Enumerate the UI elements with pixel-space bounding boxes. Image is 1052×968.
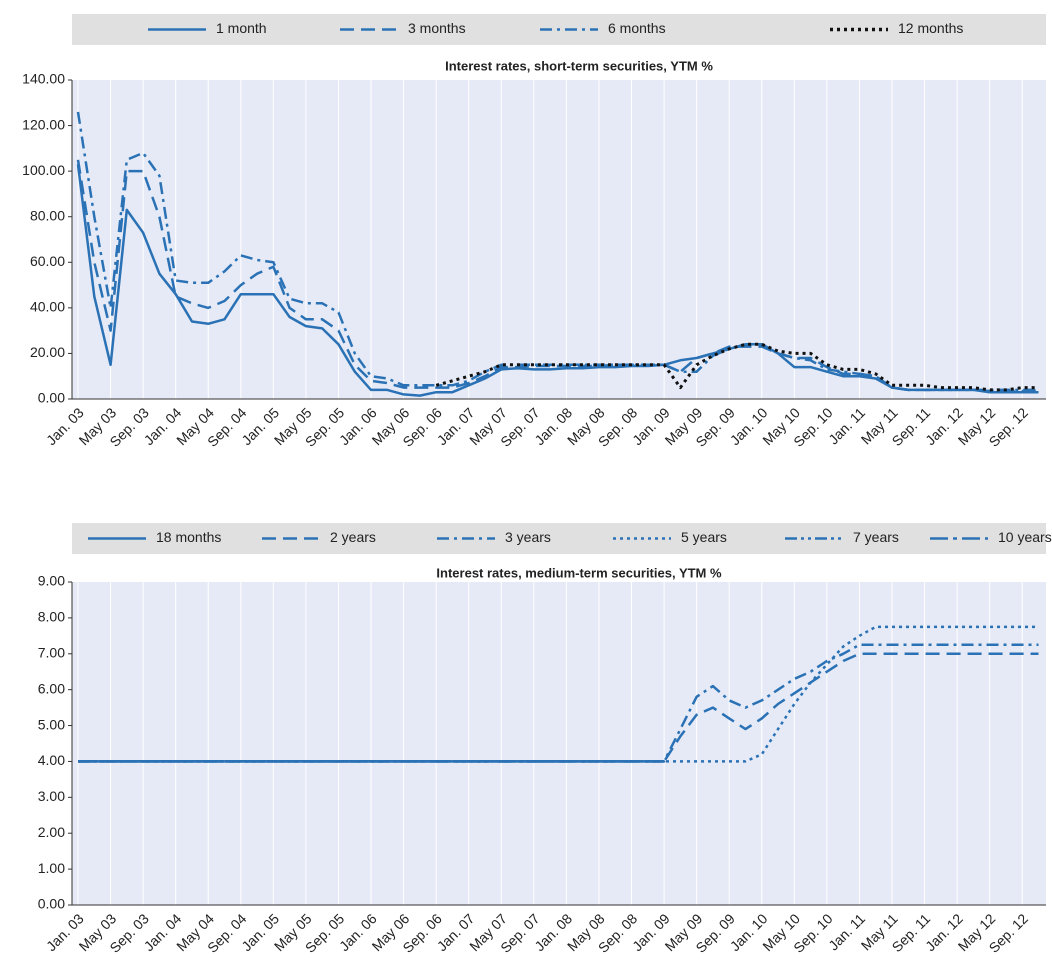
legend-bar [72, 523, 1046, 554]
y-tick-label: 60.00 [30, 253, 65, 269]
legend-label: 2 years [330, 529, 376, 545]
y-tick-label: 4.00 [38, 752, 65, 768]
plot-area [72, 582, 1046, 905]
y-tick-label: 100.00 [22, 162, 65, 178]
y-tick-label: 140.00 [22, 71, 65, 87]
legend-label: 5 years [681, 529, 727, 545]
series-line [78, 625, 1039, 763]
series-line [76, 164, 1039, 397]
legend-label: 6 months [608, 20, 666, 36]
y-tick-label: 2.00 [38, 824, 65, 840]
y-tick-label: 0.00 [38, 896, 65, 912]
chart-title: Interest rates, medium-term securities, … [436, 565, 722, 580]
legend-label: 18 months [156, 529, 221, 545]
y-tick-label: 20.00 [30, 344, 65, 360]
y-tick-label: 0.00 [38, 390, 65, 406]
series-line [76, 111, 1039, 392]
y-tick-label: 7.00 [38, 644, 65, 660]
y-tick-label: 3.00 [38, 788, 65, 804]
legend-label: 12 months [898, 20, 963, 36]
plot-area [72, 80, 1046, 399]
legend-label: 3 years [505, 529, 551, 545]
series-line [435, 342, 1039, 392]
y-tick-label: 9.00 [38, 573, 65, 589]
y-tick-label: 5.00 [38, 716, 65, 732]
legend-label: 7 years [853, 529, 899, 545]
legend-label: 1 month [216, 20, 267, 36]
y-tick-label: 40.00 [30, 299, 65, 315]
chart-title: Interest rates, short-term securities, Y… [445, 58, 713, 73]
y-tick-label: 6.00 [38, 680, 65, 696]
y-tick-label: 120.00 [22, 116, 65, 132]
legend-label: 3 months [408, 20, 466, 36]
legend-label: 10 years [998, 529, 1052, 545]
y-tick-label: 8.00 [38, 609, 65, 625]
y-tick-label: 80.00 [30, 207, 65, 223]
y-tick-label: 1.00 [38, 860, 65, 876]
